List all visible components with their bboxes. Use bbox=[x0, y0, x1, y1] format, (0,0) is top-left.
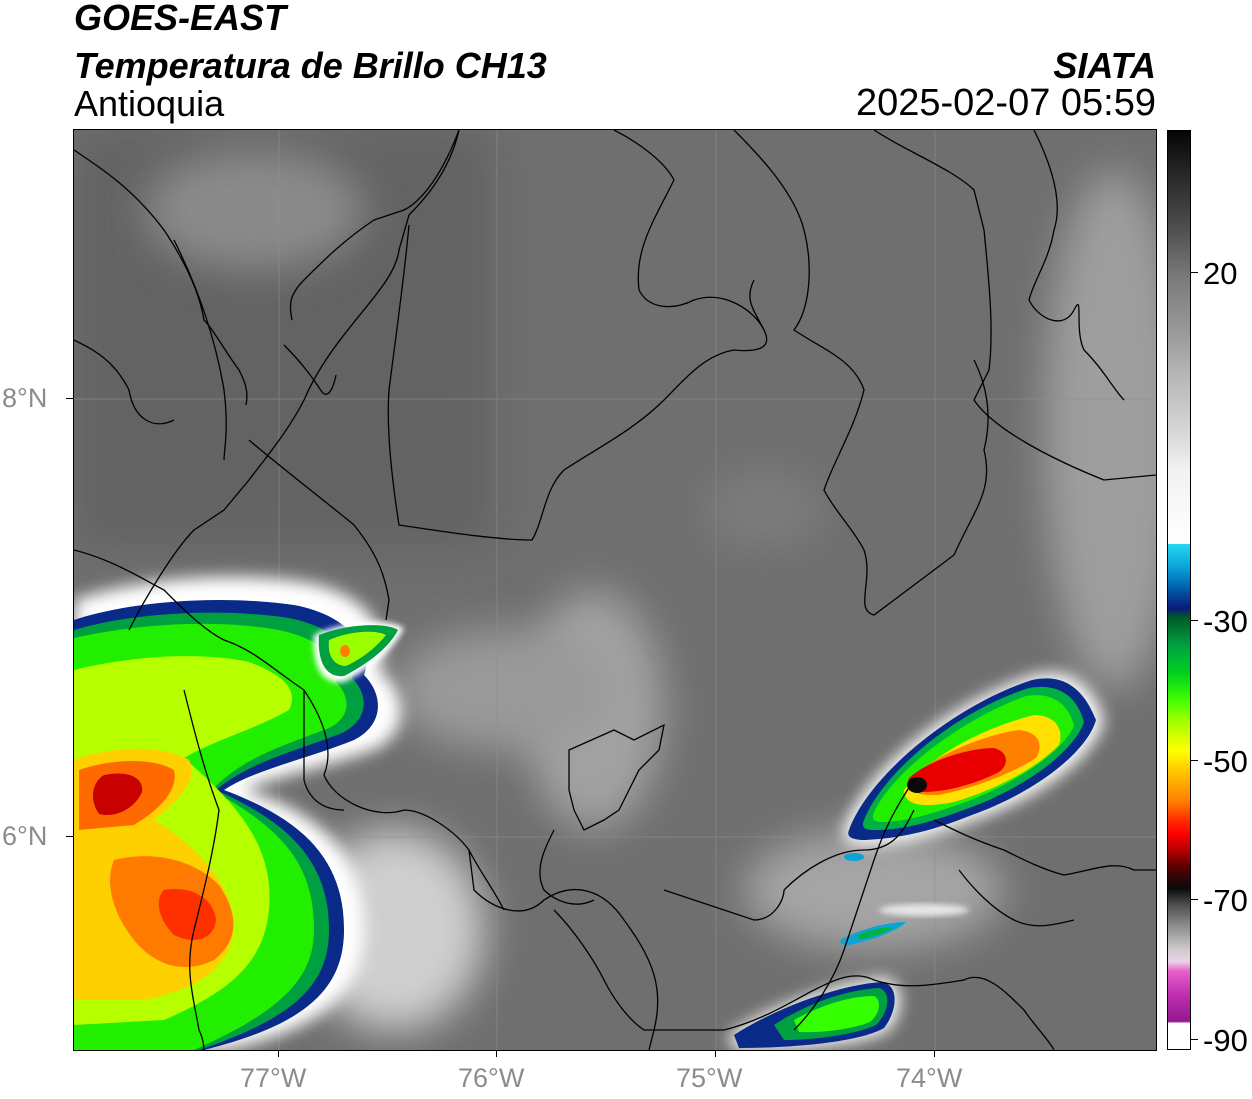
satellite-map[interactable] bbox=[73, 129, 1157, 1051]
lon-tick-77w bbox=[278, 1050, 279, 1057]
storm-cluster-east bbox=[843, 672, 1104, 861]
colorbar-label-minus30: -30 bbox=[1203, 604, 1248, 639]
storm-cluster-south bbox=[729, 904, 969, 1050]
colorbar-label-20: 20 bbox=[1203, 256, 1238, 291]
lon-tick-74w bbox=[934, 1050, 935, 1057]
lat-tick-6n bbox=[66, 836, 73, 837]
temperature-colorbar bbox=[1167, 130, 1191, 1050]
lon-label-74w: 74°W bbox=[896, 1063, 963, 1093]
colorbar-label-minus90: -90 bbox=[1203, 1023, 1248, 1058]
storm-cluster-west bbox=[74, 576, 404, 1050]
lon-tick-75w bbox=[715, 1050, 716, 1057]
colorbar-label-minus70: -70 bbox=[1203, 883, 1248, 918]
colorbar-tick-minus70 bbox=[1190, 899, 1198, 900]
boundaries bbox=[74, 130, 1156, 1050]
map-canvas bbox=[74, 130, 1156, 1050]
region-title: Antioquia bbox=[74, 83, 225, 124]
datetime-label: 2025-02-07 05:59 bbox=[855, 82, 1156, 124]
lon-label-75w: 75°W bbox=[676, 1063, 743, 1093]
lat-label-6n: 6°N bbox=[2, 821, 48, 851]
product-title: Temperatura de Brillo CH13 bbox=[74, 45, 547, 86]
agency-title: SIATA bbox=[1053, 45, 1156, 86]
colorbar-tick-minus30 bbox=[1190, 620, 1198, 621]
colorbar-tick-minus50 bbox=[1190, 760, 1198, 761]
lat-label-8n: 8°N bbox=[2, 383, 48, 413]
satellite-title: GOES-EAST bbox=[74, 0, 287, 38]
lon-label-76w: 76°W bbox=[458, 1063, 525, 1093]
colorbar-label-minus50: -50 bbox=[1203, 744, 1248, 779]
lon-label-77w: 77°W bbox=[240, 1063, 307, 1093]
lon-tick-76w bbox=[496, 1050, 497, 1057]
colorbar-tick-minus90 bbox=[1190, 1039, 1198, 1040]
lat-tick-8n bbox=[66, 398, 73, 399]
colorbar-tick-20 bbox=[1190, 272, 1198, 273]
